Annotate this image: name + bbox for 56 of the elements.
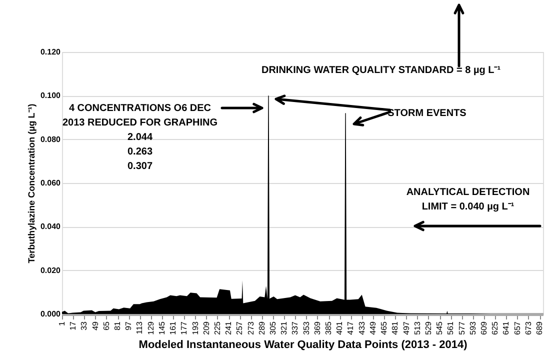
x-tick-label: 65 (102, 320, 111, 330)
x-tick-label: 321 (280, 320, 289, 335)
x-tick-label: 49 (90, 320, 100, 330)
x-tick-label: 97 (124, 320, 134, 330)
x-tick-label: 33 (80, 320, 89, 330)
annotation: DRINKING WATER QUALITY STANDARD = 8 µg L⁻¹ (261, 65, 502, 76)
x-tick-label: 337 (290, 320, 300, 335)
x-tick-label: 577 (457, 320, 466, 335)
x-tick-label: 641 (502, 320, 511, 335)
x-tick-label: 209 (202, 320, 211, 335)
x-tick-label: 145 (157, 320, 166, 335)
y-tick-label: 0.120 (40, 48, 62, 56)
y-tick-label: 0.020 (40, 266, 62, 275)
x-tick-label: 481 (390, 320, 400, 335)
x-tick-label: 657 (512, 320, 522, 335)
x-tick-label: 433 (357, 320, 366, 335)
x-tick-label: 625 (490, 320, 500, 335)
x-tick-label: 257 (235, 320, 244, 335)
y-tick-label: 0.040 (40, 222, 62, 232)
x-tick-label: 529 (424, 320, 433, 335)
x-tick-label: 161 (168, 320, 178, 335)
x-tick-label: 401 (335, 320, 344, 335)
x-tick-label: 609 (480, 320, 489, 335)
x-tick-label: 465 (380, 320, 389, 335)
x-tick-label: 289 (257, 320, 266, 335)
x-tick-label: 129 (146, 320, 156, 335)
y-tick-label: 0.080 (40, 134, 62, 144)
x-tick-label: 177 (180, 320, 189, 335)
x-axis-title: Modeled Instantaneous Water Quality Data Points (2013 - 2014) (138, 338, 468, 351)
x-tick-label: 673 (524, 320, 533, 335)
x-tick-label: 273 (246, 320, 256, 335)
x-tick-label: 593 (468, 320, 478, 335)
x-tick-label: 353 (302, 320, 311, 335)
x-tick-label: 497 (402, 320, 411, 335)
x-tick-label: 1 (58, 320, 66, 326)
x-tick-label: 193 (190, 320, 200, 335)
x-tick-label: 385 (324, 320, 334, 335)
x-tick-label: 113 (135, 320, 144, 334)
x-tick-label: 17 (68, 320, 78, 330)
y-tick-label: 0.060 (40, 178, 62, 188)
x-tick-label: 225 (212, 320, 222, 335)
x-tick-label: 689 (535, 320, 544, 335)
x-tick-label: 417 (346, 320, 356, 335)
y-tick-label: 0.000 (40, 310, 62, 318)
x-tick-label: 513 (412, 320, 422, 335)
x-tick-label: 561 (446, 320, 456, 335)
x-tick-label: 305 (268, 320, 278, 335)
y-tick-label: 0.100 (40, 91, 62, 100)
x-tick-label: 369 (312, 320, 322, 335)
x-tick-label: 241 (224, 320, 234, 335)
y-axis-title: Terbuthylazine Concentration (µg L⁻¹) (26, 104, 36, 264)
x-tick-label: 81 (113, 320, 122, 330)
x-tick-label: 545 (435, 320, 444, 335)
annotation: ANALYTICAL DETECTION LIMIT = 0.040 µg L⁻¹ (406, 187, 530, 212)
x-tick-label: 449 (368, 320, 378, 335)
annotation: 4 CONCENTRATIONS O6 DEC 2013 REDUCED FOR GRAPHING 2.044 0.263 0.307 (62, 103, 218, 172)
